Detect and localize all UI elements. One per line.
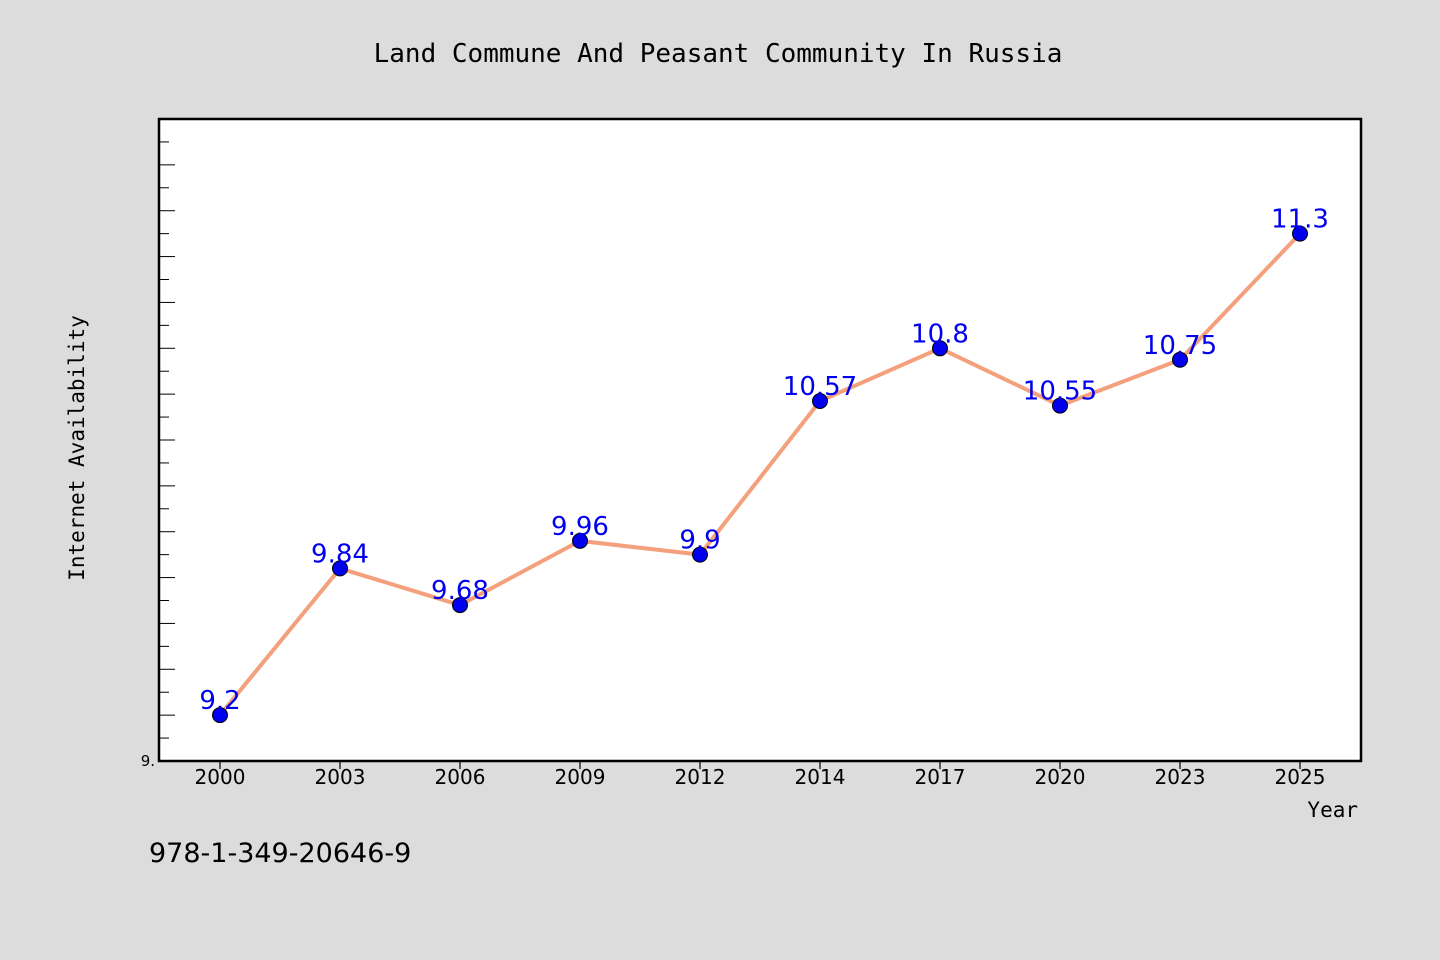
y-axis-label: Internet Availability <box>65 315 89 581</box>
data-label: 9.9 <box>679 526 720 556</box>
x-tick-label: 2006 <box>435 765 486 789</box>
footer-isbn: 978-1-349-20646-9 <box>149 838 411 869</box>
data-point <box>1292 225 1308 242</box>
data-point <box>932 340 948 357</box>
chart-title: Land Commune And Peasant Community In Ru… <box>374 39 1063 69</box>
data-label: 10.8 <box>911 319 969 349</box>
series-line <box>218 231 1302 718</box>
x-axis-ticks: 2000 2003 2006 2009 2012 2014 2017 2020 2023 2025 <box>195 761 1326 789</box>
data-labels: 9.2 9.84 9.68 9.96 9.9 10.57 10.8 10.55 10.75 11.… <box>199 205 1329 717</box>
data-point <box>812 393 828 410</box>
data-label: 10.75 <box>1143 331 1217 361</box>
x-tick-label: 2020 <box>1035 765 1086 789</box>
x-tick-label: 2025 <box>1275 765 1326 789</box>
x-tick-label: 2000 <box>195 765 246 789</box>
x-tick-label: 2023 <box>1155 765 1206 789</box>
x-tick-label: 2003 <box>315 765 366 789</box>
y-axis-ticks <box>159 118 175 762</box>
x-axis-label: Year <box>1307 798 1358 822</box>
data-point <box>572 532 588 549</box>
x-tick-label: 2012 <box>675 765 726 789</box>
data-label: 9.68 <box>431 576 489 606</box>
y-tick-label: 9. <box>141 752 155 770</box>
data-point <box>332 560 348 577</box>
data-label: 10.55 <box>1023 377 1097 407</box>
data-label: 10.57 <box>783 372 857 402</box>
data-point <box>1052 397 1068 414</box>
data-points <box>212 225 1308 724</box>
series-line-group <box>218 231 1302 718</box>
data-label: 9.84 <box>311 539 369 569</box>
x-tick-label: 2017 <box>915 765 966 789</box>
data-label: 9.2 <box>199 686 240 716</box>
data-point <box>212 707 228 724</box>
data-point <box>452 597 468 614</box>
data-label: 11.3 <box>1271 205 1329 235</box>
data-label: 9.96 <box>551 512 609 542</box>
x-tick-label: 2014 <box>795 765 846 789</box>
plot-area <box>157 117 1363 763</box>
data-point <box>692 546 708 563</box>
x-tick-label: 2009 <box>555 765 606 789</box>
data-point <box>1172 351 1188 368</box>
